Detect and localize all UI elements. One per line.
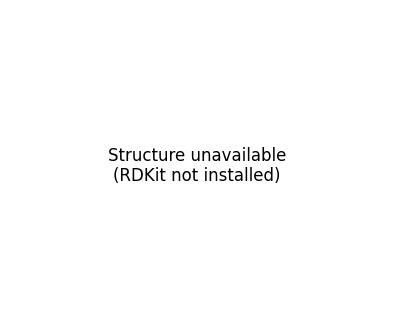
Text: Structure unavailable
(RDKit not installed): Structure unavailable (RDKit not install… xyxy=(108,147,286,185)
